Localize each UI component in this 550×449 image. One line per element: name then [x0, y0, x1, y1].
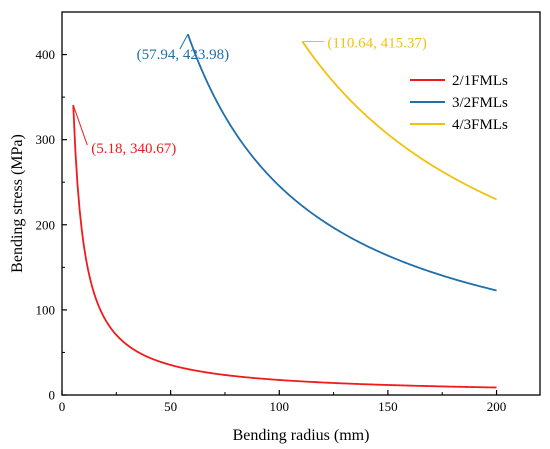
x-axis-label: Bending radius (mm) [233, 427, 370, 444]
y-tick-label: 0 [49, 388, 56, 403]
x-axis-ticks: 0 50 100 150 200 [59, 390, 507, 414]
x-tick-label: 50 [164, 399, 177, 414]
annotation-label-1: (5.18, 340.67) [91, 141, 176, 157]
series-line-2 [187, 33, 497, 292]
y-tick-label: 200 [36, 217, 56, 232]
y-tick-label: 300 [36, 132, 56, 147]
y-axis-ticks: 0 100 200 300 400 [36, 47, 67, 403]
annotations: (5.18, 340.67) (57.94, 423.98) (110.64, 41… [72, 33, 427, 157]
series-curves [72, 33, 497, 389]
series-line-3 [301, 40, 497, 201]
legend-label-1: 2/1FMLs [452, 73, 508, 89]
legend-label-3: 4/3FMLs [452, 117, 508, 133]
series-line-1 [72, 105, 497, 389]
x-tick-label: 100 [270, 399, 290, 414]
x-tick-label: 200 [487, 399, 507, 414]
plot-frame [61, 11, 541, 396]
y-tick-label: 400 [36, 47, 56, 62]
legend-label-2: 3/2FMLs [452, 95, 508, 111]
x-tick-label: 0 [59, 399, 66, 414]
annotation-label-3: (110.64, 415.37) [327, 35, 426, 51]
annotation-leader-2 [179, 33, 189, 50]
annotation-leader-1 [72, 104, 88, 146]
y-axis-label: Bending stress (MPa) [9, 134, 26, 273]
y-tick-label: 100 [36, 302, 56, 317]
x-tick-label: 150 [378, 399, 398, 414]
annotation-label-2: (57.94, 423.98) [137, 47, 230, 63]
legend: 2/1FMLs 3/2FMLs 4/3FMLs [410, 73, 508, 133]
